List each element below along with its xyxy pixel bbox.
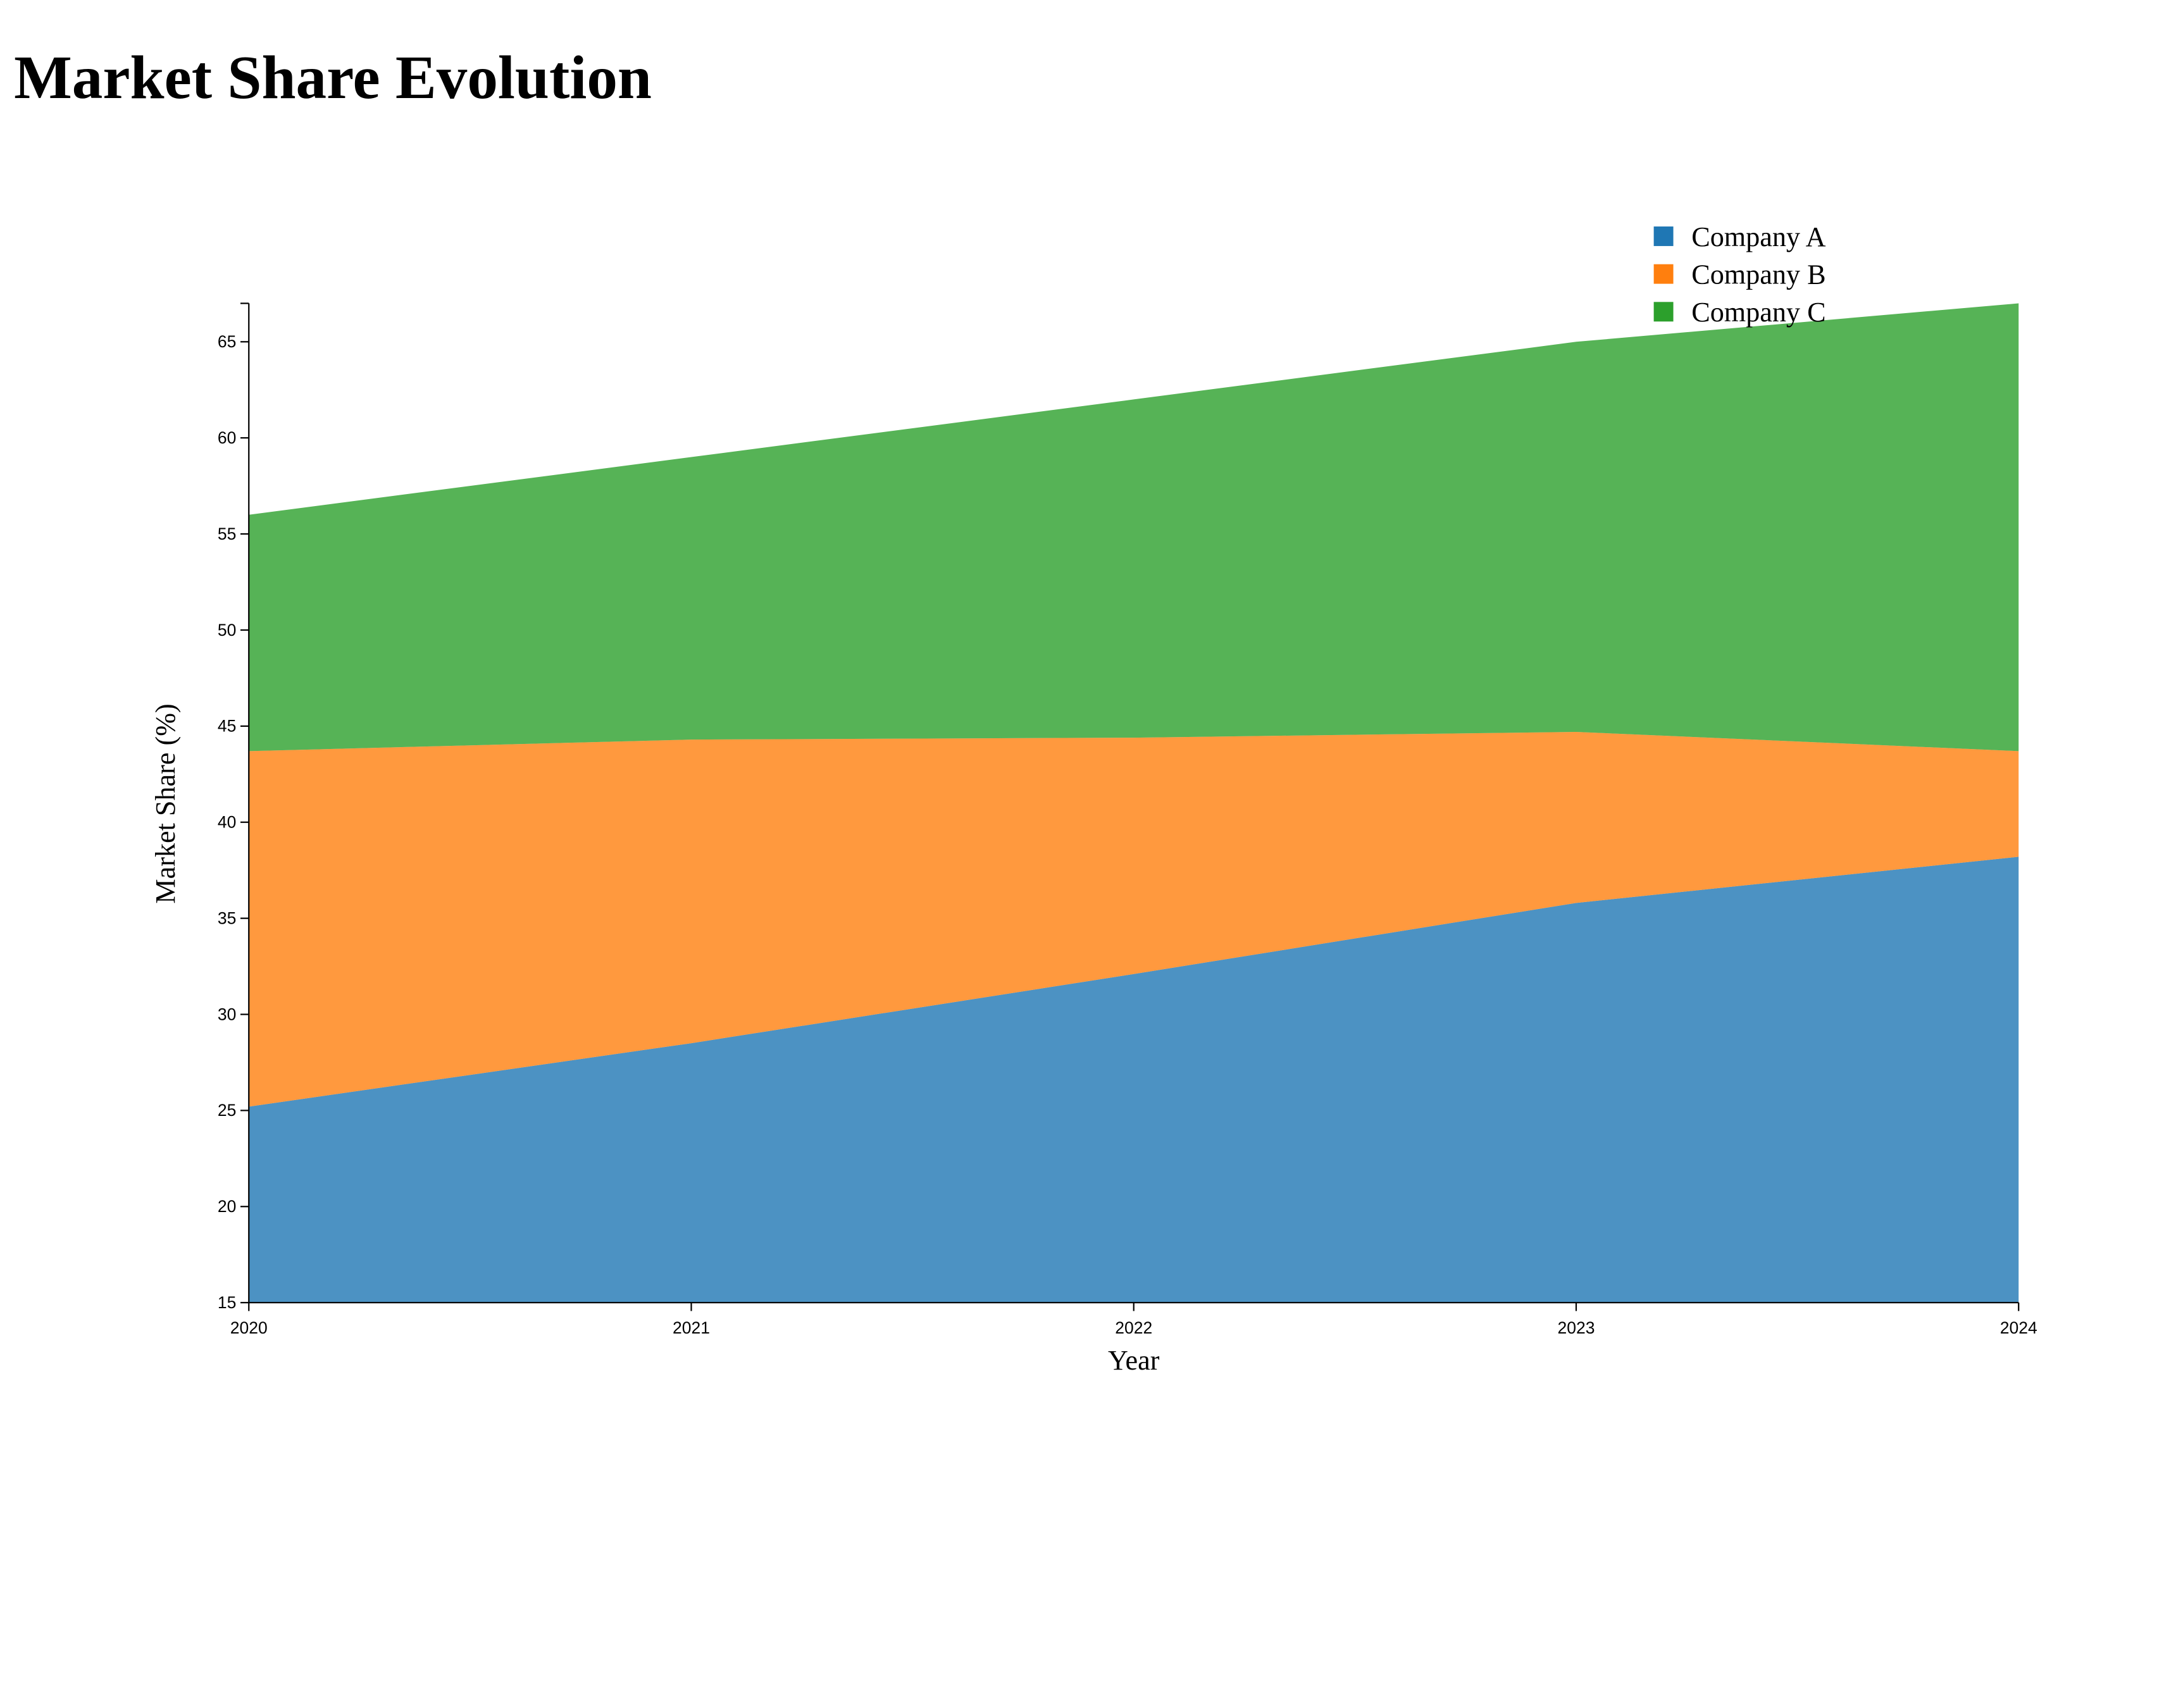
chart-title: Market Share Evolution [14, 44, 652, 112]
legend-swatch [1653, 264, 1674, 284]
legend-label: Company A [1691, 221, 1825, 252]
x-tick-label: 2020 [230, 1318, 268, 1337]
legend-swatch [1653, 226, 1674, 246]
y-axis-label: Market Share (%) [150, 703, 181, 903]
y-tick-label: 45 [218, 717, 236, 736]
area [249, 303, 2019, 752]
x-tick-label: 2023 [1558, 1318, 1595, 1337]
area [249, 731, 2019, 1107]
y-tick-label: 20 [218, 1197, 236, 1216]
y-tick-label: 25 [218, 1101, 236, 1120]
x-tick-label: 2024 [2000, 1318, 2037, 1337]
y-tick-label: 65 [218, 332, 236, 351]
x-axis-label: Year [1108, 1345, 1160, 1376]
y-tick-label: 40 [218, 813, 236, 832]
y-tick-label: 35 [218, 908, 236, 927]
y-tick-label: 30 [218, 1005, 236, 1024]
area [249, 857, 2019, 1303]
y-tick-label: 55 [218, 524, 236, 543]
y-tick-label: 15 [218, 1293, 236, 1312]
legend-swatch [1653, 302, 1674, 322]
y-tick-label: 60 [218, 428, 236, 447]
x-tick-label: 2021 [673, 1318, 710, 1337]
legend-label: Company B [1691, 259, 1825, 290]
x-tick-label: 2022 [1115, 1318, 1152, 1337]
y-tick-label: 50 [218, 621, 236, 640]
legend-label: Company C [1691, 297, 1825, 328]
